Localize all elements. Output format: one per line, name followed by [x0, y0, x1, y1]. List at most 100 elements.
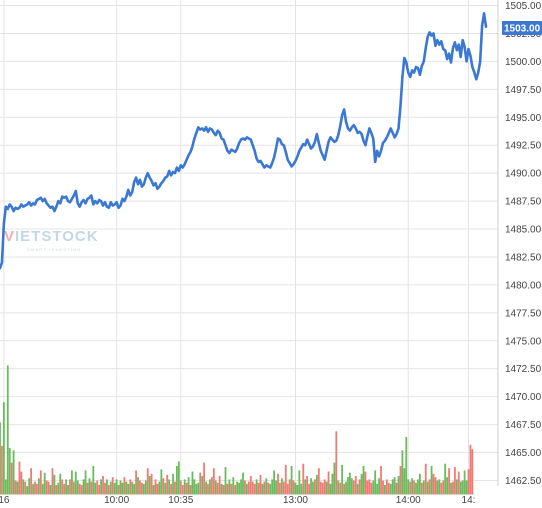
- volume-bar: [349, 472, 351, 495]
- volume-bar: [407, 479, 410, 495]
- volume-bar: [82, 479, 85, 495]
- volume-bar: [74, 471, 77, 495]
- y-tick-label: 1505.00: [505, 1, 542, 12]
- volume-bar: [263, 481, 266, 495]
- volume-bar: [121, 482, 124, 495]
- volume-bar: [195, 483, 198, 495]
- volume-bar: [41, 483, 44, 495]
- volume-bar: [226, 483, 229, 495]
- y-tick-label: 1465.00: [505, 448, 542, 459]
- volume-bar: [154, 479, 157, 495]
- volume-bar: [465, 480, 468, 495]
- volume-bar: [331, 473, 334, 495]
- volume-bar: [347, 477, 349, 495]
- volume-bar: [80, 484, 83, 495]
- y-tick-label: 1477.50: [505, 308, 542, 319]
- volume-bar: [150, 473, 153, 495]
- volume-bar: [22, 479, 25, 495]
- volume-bar: [335, 431, 338, 495]
- volume-bar: [65, 479, 67, 495]
- volume-bar: [67, 484, 69, 495]
- volume-bar: [327, 471, 330, 495]
- volume-bar: [176, 465, 178, 495]
- volume-bar: [170, 483, 172, 495]
- y-tick-label: 1495.00: [505, 113, 542, 124]
- volume-bar: [345, 481, 347, 495]
- volume-bar: [467, 469, 470, 495]
- volume-bar: [385, 479, 388, 495]
- volume-bar: [253, 483, 256, 495]
- x-tick-label: 14:00: [396, 495, 421, 506]
- volume-bar: [57, 482, 60, 495]
- volume-bar: [133, 483, 136, 495]
- chart-gridlines: [0, 0, 499, 486]
- volume-bar: [115, 479, 118, 495]
- volume-bar: [224, 467, 227, 495]
- volume-bar: [399, 465, 402, 495]
- volume-bar: [111, 477, 114, 495]
- volume-bar: [372, 480, 375, 495]
- volume-bar: [131, 481, 134, 495]
- y-tick-label: 1467.50: [505, 420, 542, 431]
- volume-bar: [405, 436, 408, 495]
- y-axis-labels: 1462.50 1465.00 1467.50 1470.00 1472.50 1475.…: [505, 1, 542, 487]
- volume-bar: [244, 480, 246, 495]
- volume-bar: [312, 481, 314, 495]
- volume-bar: [434, 477, 437, 495]
- volume-bar: [444, 463, 447, 495]
- volume-bar: [197, 482, 200, 495]
- volume-bar: [452, 481, 454, 495]
- volume-bar: [409, 481, 412, 495]
- volume-bar: [290, 465, 293, 495]
- volume-bar: [113, 482, 116, 495]
- volume-bar: [162, 478, 165, 495]
- volume-bar: [63, 483, 66, 495]
- y-tick-label: 1492.50: [505, 141, 542, 152]
- volume-bar: [88, 478, 91, 495]
- volume-bar: [245, 483, 248, 495]
- volume-bar: [267, 482, 270, 495]
- volume-bar: [203, 462, 206, 495]
- volume-bar: [125, 481, 128, 495]
- volume-bar: [417, 479, 419, 495]
- volume-bar: [18, 461, 21, 495]
- volume-bar: [321, 482, 324, 495]
- volume-bar: [387, 482, 390, 495]
- volume-bar: [428, 479, 431, 495]
- y-tick-label: 1470.00: [505, 392, 542, 403]
- volume-bar: [271, 479, 274, 495]
- volume-bar: [166, 474, 169, 495]
- volume-bar: [341, 464, 344, 495]
- volume-bar: [432, 473, 435, 495]
- volume-bar: [141, 482, 143, 495]
- volume-bar: [323, 479, 326, 495]
- volume-bar: [269, 483, 272, 495]
- volume-bar: [378, 478, 380, 495]
- volume-bar: [76, 480, 79, 495]
- y-tick-label: 1462.50: [505, 476, 542, 487]
- volume-bar: [39, 470, 42, 495]
- volume-bar: [430, 465, 433, 495]
- volume-bar: [183, 479, 186, 495]
- volume-bar: [374, 470, 377, 495]
- volume-bar: [463, 470, 466, 495]
- volume-bar: [36, 483, 38, 495]
- volume-bar: [148, 476, 151, 495]
- volume-bar: [216, 482, 219, 495]
- watermark-text: IETSTOCK: [15, 228, 99, 245]
- x-tick-label: 14:: [462, 495, 476, 506]
- volume-bar: [302, 463, 305, 495]
- volume-bar: [84, 470, 87, 495]
- volume-bar: [461, 480, 464, 495]
- volume-bar: [422, 480, 425, 495]
- x-axis-labels: 16 10:00 10:35 13:00 14:00 14:: [0, 495, 475, 506]
- volume-bar: [251, 481, 254, 495]
- volume-bar: [228, 479, 231, 495]
- volume-bar: [329, 483, 332, 495]
- volume-bar: [16, 481, 19, 495]
- volume-bar: [306, 476, 309, 495]
- volume-bar: [438, 479, 441, 495]
- volume-bar: [389, 483, 392, 495]
- volume-bar: [100, 479, 102, 495]
- volume-bar: [6, 365, 9, 495]
